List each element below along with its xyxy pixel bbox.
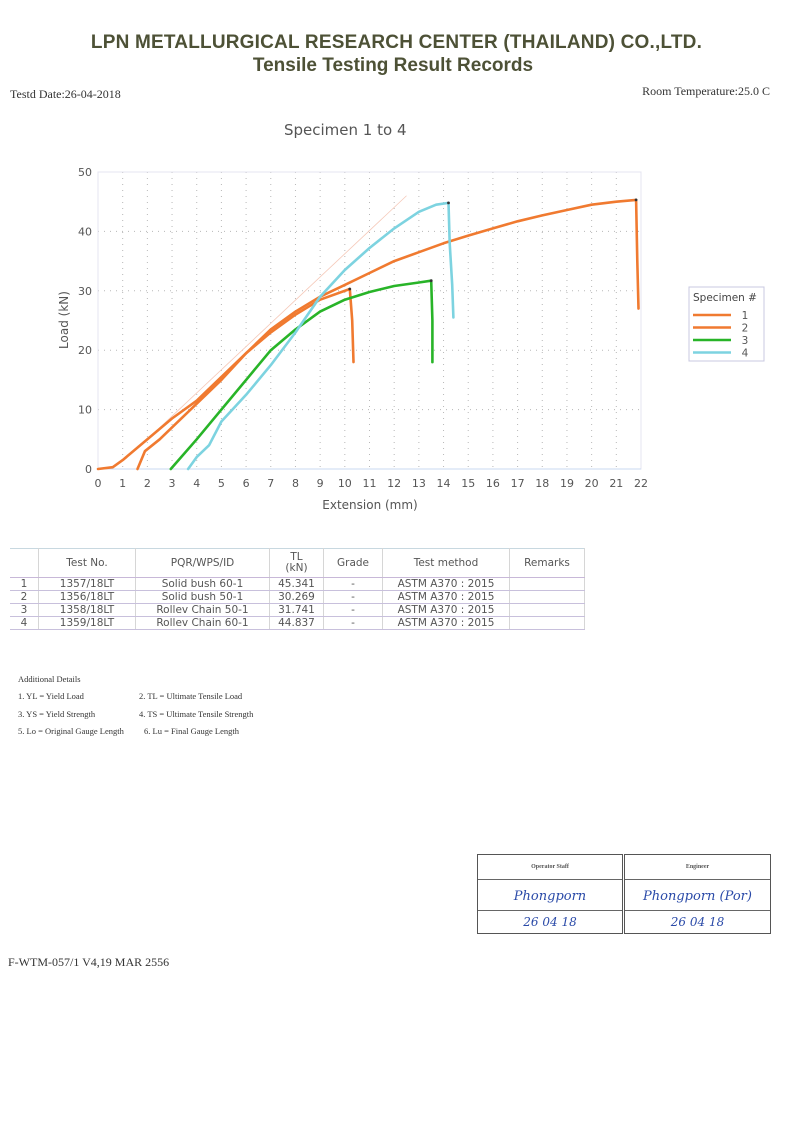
col-test-no-header: Test No. (38, 548, 136, 578)
y-tick-label: 40 (78, 225, 92, 238)
series-3-line (169, 279, 434, 471)
x-tick-label: 17 (511, 477, 525, 490)
x-tick-label: 2 (144, 477, 151, 490)
x-tick-label: 14 (437, 477, 451, 490)
x-tick-label: 5 (218, 477, 225, 490)
series-4-line (186, 201, 455, 471)
x-tick-label: 13 (412, 477, 426, 490)
engineer-signature: Phongporn (Por) (625, 880, 770, 911)
y-tick-label: 50 (78, 166, 92, 179)
y-axis-label: Load (kN) (57, 291, 71, 349)
chart-title: Specimen 1 to 4 (284, 121, 407, 139)
y-tick-label: 30 (78, 285, 92, 298)
additional-item-4: 4. TS = Ultimate Tensile Strength (139, 709, 254, 719)
additional-item-6: 6. Lu = Final Gauge Length (144, 726, 239, 736)
chart-grid (98, 171, 642, 469)
company-name: LPN METALLURGICAL RESEARCH CENTER (THAIL… (90, 32, 703, 53)
engineer-label: Engineer (625, 855, 770, 880)
operator-signature: Phongporn (478, 880, 622, 911)
x-tick-label: 6 (243, 477, 250, 490)
additional-item-5: 5. Lo = Original Gauge Length (18, 726, 124, 736)
x-tick-label: 20 (585, 477, 599, 490)
chart-series (96, 195, 640, 471)
additional-details-title: Additional Details (18, 674, 81, 684)
x-tick-label: 7 (267, 477, 274, 490)
col-tl-header: TL (kN) (269, 548, 324, 578)
legend-label-3: 3 (742, 335, 749, 347)
y-tick-label: 10 (78, 404, 92, 417)
x-axis-label: Extension (mm) (322, 498, 417, 512)
x-tick-label: 0 (95, 477, 102, 490)
modulus-guide-line (147, 195, 407, 440)
results-table: Test No. PQR/WPS/ID TL (kN) Grade Test me… (10, 548, 585, 630)
peak-marker (447, 201, 450, 205)
x-tick-label: 3 (169, 477, 176, 490)
y-tick-label: 0 (85, 463, 92, 476)
col-index-header (10, 548, 39, 578)
x-tick-label: 11 (363, 477, 377, 490)
report-title: Tensile Testing Result Records (252, 55, 534, 76)
table-header-row: Test No. PQR/WPS/ID TL (kN) Grade Test me… (10, 548, 585, 578)
table-row: 4 1359/18LT Rollev Chain 60-1 44.837 - A… (10, 616, 585, 630)
operator-signature-box: Operator Staff Phongporn 26 04 18 (477, 854, 623, 934)
additional-item-3: 3. YS = Yield Strength (18, 709, 96, 719)
x-tick-label: 9 (317, 477, 324, 490)
engineer-date: 26 04 18 (670, 915, 725, 929)
legend-title: Specimen # (693, 292, 757, 304)
peak-marker (429, 279, 433, 283)
series-1-line (96, 198, 640, 471)
legend-label-4: 4 (742, 348, 749, 360)
legend-label-1: 1 (742, 310, 749, 322)
x-tick-label: 4 (193, 477, 200, 490)
col-grade-header: Grade (323, 548, 383, 578)
additional-item-2: 2. TL = Ultimate Tensile Load (139, 691, 243, 701)
col-id-header: PQR/WPS/ID (135, 548, 270, 578)
table-row: 1 1357/18LT Solid bush 60-1 45.341 - AST… (10, 577, 585, 591)
room-temperature: Room Temperature:25.0 C (642, 84, 770, 98)
col-remarks-header: Remarks (509, 548, 585, 578)
additional-item-1: 1. YL = Yield Load (18, 691, 84, 701)
table-row: 2 1356/18LT Solid bush 50-1 30.269 - AST… (10, 590, 585, 604)
test-date: Testd Date:26-04-2018 (10, 87, 121, 101)
x-tick-label: 10 (338, 477, 352, 490)
load-extension-chart: 0 1 2 3 4 5 6 7 8 9 10 11 12 13 14 15 16 17 18 19 20 21 220102… (57, 166, 765, 512)
form-code: F-WTM-057/1 V4,19 MAR 2556 (8, 955, 170, 969)
peak-marker (634, 198, 638, 202)
x-tick-label: 22 (634, 477, 648, 490)
x-tick-label: 15 (461, 477, 475, 490)
x-tick-label: 19 (560, 477, 574, 490)
operator-date: 26 04 18 (523, 915, 577, 929)
x-tick-label: 8 (292, 477, 299, 490)
x-tick-label: 18 (535, 477, 549, 490)
operator-label: Operator Staff (478, 855, 622, 880)
x-tick-label: 21 (609, 477, 623, 490)
y-tick-label: 20 (78, 344, 92, 357)
x-tick-label: 12 (387, 477, 401, 490)
table-row: 3 1358/18LT Rollev Chain 50-1 31.741 - A… (10, 603, 585, 617)
x-tick-label: 1 (119, 477, 126, 490)
peak-marker (348, 287, 352, 291)
x-tick-label: 16 (486, 477, 500, 490)
chart-axes: 0 1 2 3 4 5 6 7 8 9 10 11 12 13 14 15 16 17 18 19 20 21 220102… (78, 166, 648, 490)
legend-label-2: 2 (742, 323, 749, 335)
engineer-signature-box: Engineer Phongporn (Por) 26 04 18 (624, 854, 771, 934)
col-method-header: Test method (382, 548, 510, 578)
